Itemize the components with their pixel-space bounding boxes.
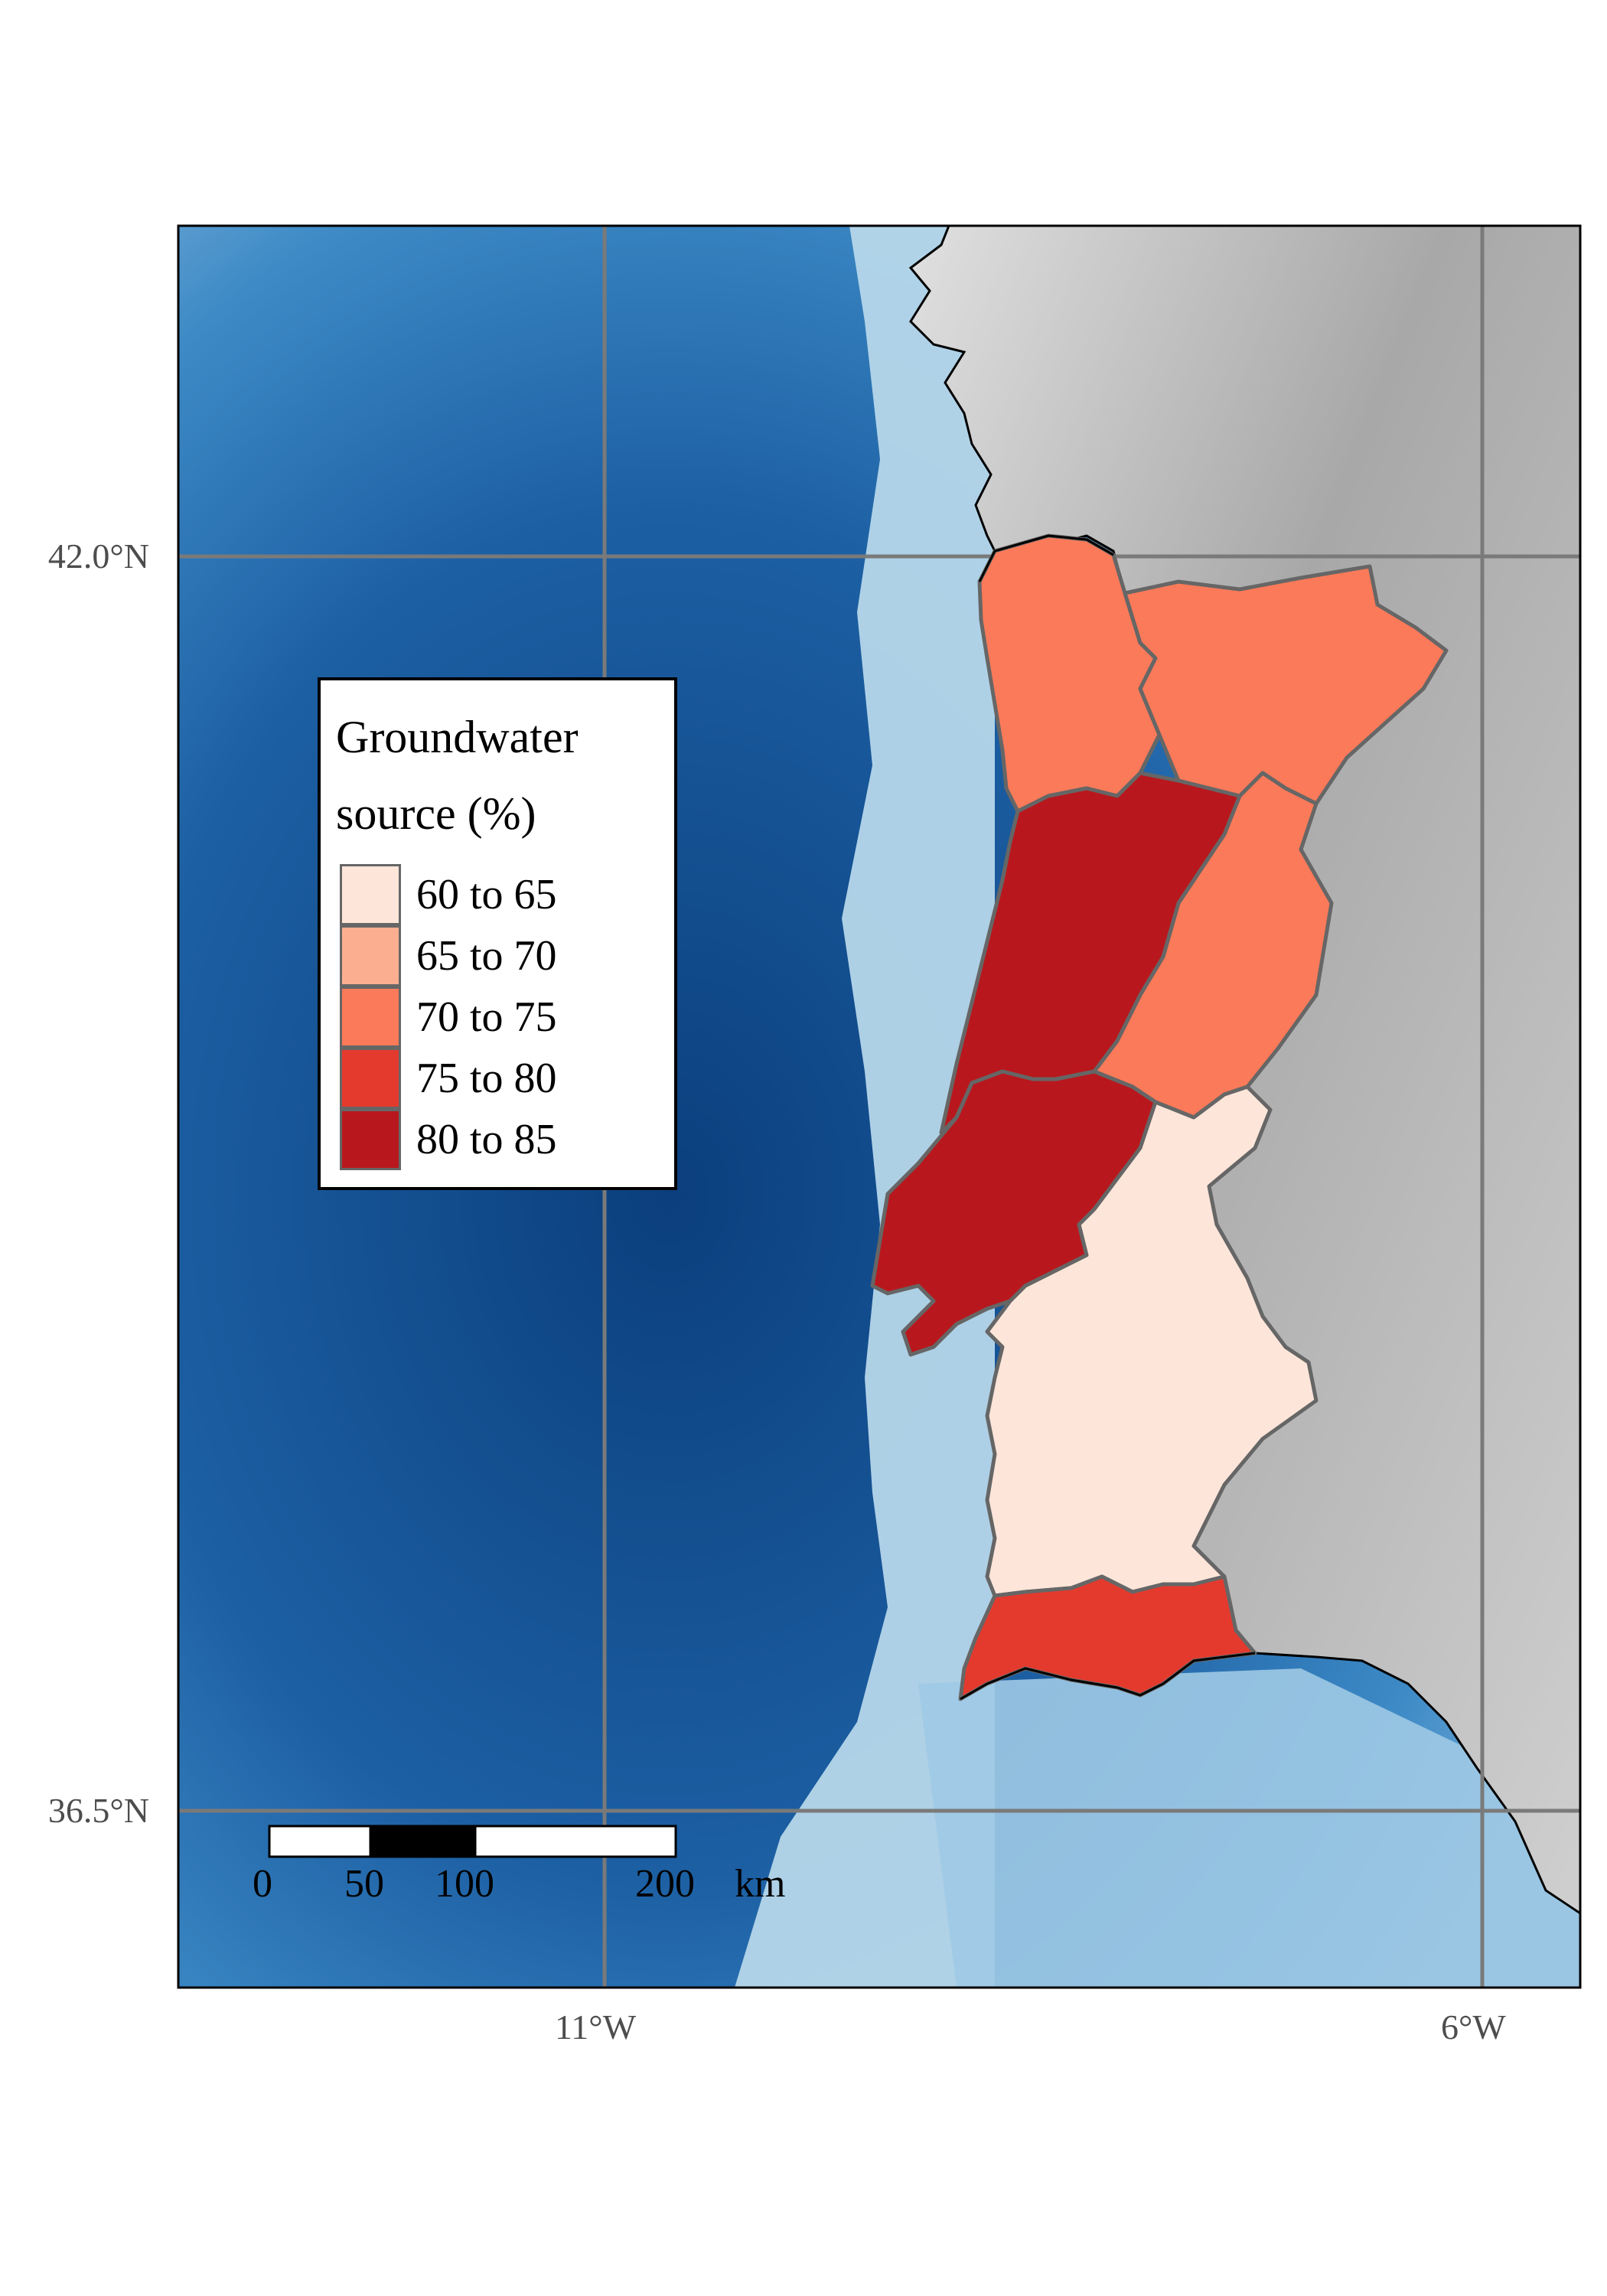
- scale-label-100: 100: [435, 1862, 494, 1906]
- legend-swatch: [340, 1048, 401, 1109]
- scale-label-50: 50: [344, 1862, 384, 1906]
- panel-border: [177, 224, 1582, 1989]
- continental-shelf: [735, 226, 995, 1988]
- scale-label-200: 200: [635, 1862, 695, 1906]
- lon-label-11w: 11°W: [555, 2007, 637, 2047]
- legend-item: 80 to 85: [340, 1109, 661, 1170]
- legend-item: 65 to 70: [340, 925, 661, 987]
- legend-label: 70 to 75: [416, 993, 557, 1041]
- portugal-outline: [960, 534, 1256, 1701]
- lon-label-6w: 6°W: [1441, 2007, 1506, 2047]
- legend-label: 60 to 65: [416, 871, 557, 918]
- legend-item: 75 to 80: [340, 1048, 661, 1109]
- southern-shelf: [918, 1668, 1580, 1988]
- legend-swatch: [340, 864, 401, 925]
- scale-bar: [268, 1825, 677, 1858]
- legend-title-line2: source (%): [336, 788, 536, 839]
- scale-label-unit: km: [735, 1862, 786, 1906]
- lat-label-42: 42.0°N: [47, 536, 149, 576]
- legend-label: 75 to 80: [416, 1055, 557, 1102]
- legend-title-line1: Groundwater: [336, 712, 579, 762]
- scale-label-0: 0: [253, 1862, 272, 1906]
- lat-label-36-5: 36.5°N: [47, 1791, 149, 1830]
- region-centro-litoral: [939, 771, 1242, 1135]
- legend-item: 70 to 75: [340, 987, 661, 1048]
- legend-label: 80 to 85: [416, 1116, 557, 1163]
- legend-swatch: [340, 925, 401, 987]
- legend: Groundwater source (%) 60 to 65 65 to 70…: [318, 677, 677, 1190]
- legend-label: 65 to 70: [416, 932, 557, 980]
- legend-item: 60 to 65: [340, 864, 661, 925]
- legend-swatch: [340, 1109, 401, 1170]
- legend-title: Groundwater source (%): [336, 699, 579, 852]
- legend-swatch: [340, 987, 401, 1048]
